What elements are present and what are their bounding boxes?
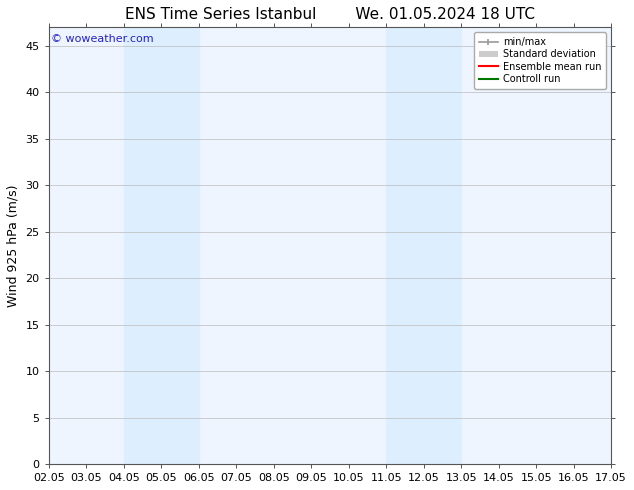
Bar <box>124 27 198 464</box>
Y-axis label: Wind 925 hPa (m/s): Wind 925 hPa (m/s) <box>7 184 20 307</box>
Text: © woweather.com: © woweather.com <box>51 34 154 44</box>
Title: ENS Time Series Istanbul        We. 01.05.2024 18 UTC: ENS Time Series Istanbul We. 01.05.2024 … <box>125 7 535 22</box>
Legend: min/max, Standard deviation, Ensemble mean run, Controll run: min/max, Standard deviation, Ensemble me… <box>474 32 606 89</box>
Bar <box>386 27 461 464</box>
